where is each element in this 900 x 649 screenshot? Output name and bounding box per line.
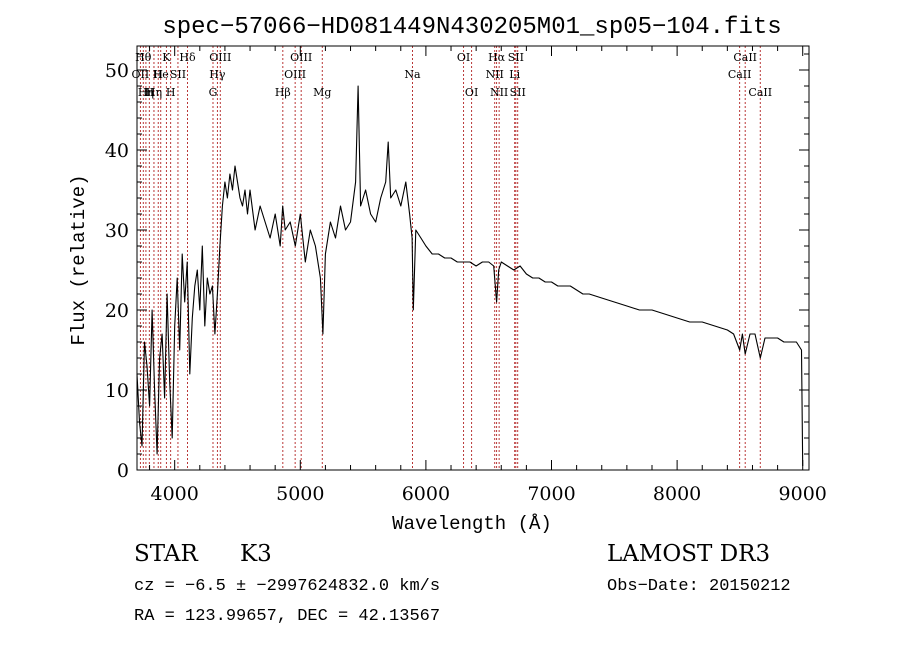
spectral-line-label: Hθ bbox=[135, 51, 152, 64]
spectral-line-label: Hβ bbox=[275, 86, 291, 99]
x-axis-label: Wavelength (Å) bbox=[392, 513, 552, 535]
y-tick-label: 30 bbox=[105, 220, 129, 242]
y-tick-label: 40 bbox=[105, 140, 129, 162]
spectral-line-label: Hδ bbox=[179, 51, 196, 64]
spectral-line-label: NII bbox=[486, 68, 504, 81]
x-tick-label: 4000 bbox=[151, 483, 199, 505]
object-class: STAR bbox=[134, 541, 198, 567]
survey-name: LAMOST DR3 bbox=[607, 541, 770, 567]
spectral-line-label: He bbox=[153, 68, 169, 81]
spectral-line-label: OIII bbox=[284, 68, 306, 81]
spectral-line-label: Mg bbox=[313, 86, 331, 99]
y-axis-label: Flux (relative) bbox=[68, 174, 90, 345]
spectral-line-markers bbox=[139, 46, 761, 470]
spectral-line-label: H bbox=[166, 86, 176, 99]
spectral-line-label: SII bbox=[510, 86, 526, 99]
object-subclass: K3 bbox=[240, 541, 272, 567]
spectral-line-label: Hα bbox=[488, 51, 506, 64]
x-tick-label: 8000 bbox=[653, 483, 701, 505]
spectral-line-label: CaII bbox=[748, 86, 772, 99]
x-tick-label: 7000 bbox=[527, 483, 575, 505]
spectral-line-label: Na bbox=[404, 68, 421, 81]
y-tick-label: 10 bbox=[105, 380, 129, 402]
spectral-line-label: NII bbox=[490, 86, 508, 99]
spectral-line-label: OI bbox=[465, 86, 478, 99]
spectral-line-label: SII bbox=[170, 68, 186, 81]
x-tick-label: 6000 bbox=[402, 483, 450, 505]
spectral-line-label: H bbox=[153, 68, 163, 81]
spectral-line-label: CaII bbox=[733, 51, 757, 64]
y-axis: 0 10 20 30 40 50 bbox=[105, 53, 809, 482]
redshift-info: cz = −6.5 ± −2997624832.0 km/s bbox=[134, 577, 440, 596]
spectral-line-label: Li bbox=[509, 68, 520, 81]
spectral-line-label: Hη bbox=[146, 86, 162, 99]
spectral-line-label: OIII bbox=[209, 51, 231, 64]
coordinates: RA = 123.99657, DEC = 42.13567 bbox=[134, 607, 440, 626]
chart-title: spec−57066−HD081449N430205M01_sp05−104.f… bbox=[162, 14, 781, 41]
spectral-line-label: OII bbox=[132, 68, 150, 81]
x-axis: 4000 5000 6000 7000 8000 9000 bbox=[149, 46, 827, 505]
spectral-line-label: H bbox=[145, 86, 155, 99]
obs-date: Obs−Date: 20150212 bbox=[607, 577, 791, 596]
y-tick-label: 0 bbox=[117, 460, 129, 482]
spectral-line-label: CaII bbox=[728, 68, 752, 81]
y-tick-label: 50 bbox=[105, 60, 129, 82]
spectral-line-label: Hγ bbox=[209, 68, 226, 81]
plot-frame bbox=[136, 45, 810, 471]
spectral-line-label: OI bbox=[457, 51, 470, 64]
spectral-line-label: OIII bbox=[290, 51, 312, 64]
spectral-line-label: Hη bbox=[138, 86, 154, 99]
y-tick-label: 20 bbox=[105, 300, 129, 322]
spectral-line-label: G bbox=[209, 86, 218, 99]
x-tick-label: 5000 bbox=[276, 483, 324, 505]
spectral-line-label: SII bbox=[508, 51, 524, 64]
spectral-line-label: K bbox=[162, 51, 171, 64]
x-tick-label: 9000 bbox=[779, 483, 827, 505]
spectral-line-labels: OIIHθHηHHηHHeKHSIIHδGHγOIIIHβOIIIOIIIMgN… bbox=[132, 51, 773, 99]
spectrum-line bbox=[136, 85, 804, 467]
